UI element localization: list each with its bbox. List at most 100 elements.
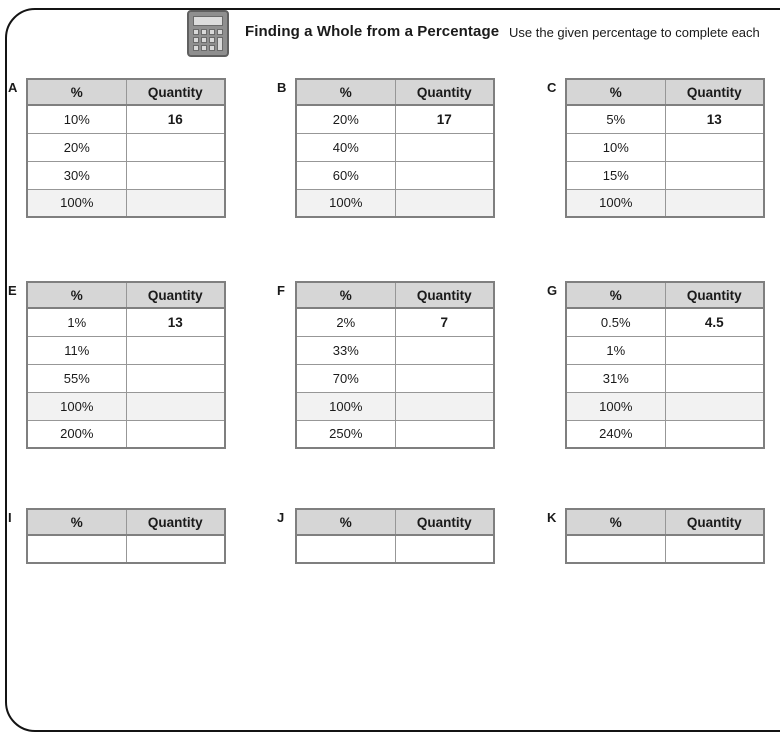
col-header-quantity: Quantity	[394, 508, 495, 536]
percent-cell: 20%	[295, 104, 396, 134]
table-row: 15%	[565, 160, 765, 190]
col-header-percent: %	[295, 281, 396, 309]
table-label: A	[8, 80, 18, 95]
percent-cell: 5%	[565, 104, 666, 134]
percentage-table: % Quantity 2% 7 33% 70% 100% 250%	[295, 281, 495, 449]
percentage-table: % Quantity	[295, 508, 495, 564]
table-row: 11%	[26, 335, 226, 365]
calculator-key	[201, 29, 207, 35]
percent-cell: 100%	[565, 188, 666, 218]
percentage-table: % Quantity 1% 13 11% 55% 100% 200%	[26, 281, 226, 449]
quantity-cell: 17	[394, 104, 495, 134]
calculator-key	[201, 37, 207, 43]
quantity-cell	[125, 363, 226, 393]
percent-cell: 1%	[565, 335, 666, 365]
calculator-key	[209, 37, 215, 43]
table-label: I	[8, 510, 12, 525]
percent-cell: 100%	[26, 188, 127, 218]
percent-cell: 40%	[295, 132, 396, 162]
col-header-quantity: Quantity	[394, 78, 495, 106]
percentage-table: % Quantity	[26, 508, 226, 564]
table-row: 5% 13	[565, 104, 765, 134]
table-row: 1%	[565, 335, 765, 365]
quantity-cell	[664, 160, 765, 190]
quantity-cell	[394, 335, 495, 365]
table-row	[295, 534, 495, 564]
quantity-cell	[394, 160, 495, 190]
calculator-key	[193, 29, 199, 35]
table-block-c: C % Quantity 5% 13 10% 15% 100%	[547, 78, 765, 218]
quantity-cell	[664, 188, 765, 218]
table-row: 70%	[295, 363, 495, 393]
quantity-cell: 13	[664, 104, 765, 134]
table-label: C	[547, 80, 557, 95]
table-row	[26, 534, 226, 564]
table-label: K	[547, 510, 557, 525]
quantity-cell	[394, 363, 495, 393]
percent-cell: 70%	[295, 363, 396, 393]
quantity-cell	[394, 419, 495, 449]
percent-cell: 2%	[295, 307, 396, 337]
percent-cell: 55%	[26, 363, 127, 393]
col-header-quantity: Quantity	[125, 508, 226, 536]
percent-cell: 10%	[565, 132, 666, 162]
table-row: 30%	[26, 160, 226, 190]
quantity-cell	[394, 132, 495, 162]
quantity-cell	[125, 188, 226, 218]
col-header-quantity: Quantity	[394, 281, 495, 309]
quantity-cell	[664, 534, 765, 564]
table-row: 100%	[26, 188, 226, 218]
table-row: 250%	[295, 419, 495, 449]
calculator-key	[217, 37, 223, 51]
col-header-percent: %	[26, 281, 127, 309]
quantity-cell	[394, 534, 495, 564]
percent-cell: 15%	[565, 160, 666, 190]
col-header-quantity: Quantity	[125, 281, 226, 309]
percent-cell	[295, 534, 396, 564]
percent-cell: 200%	[26, 419, 127, 449]
table-row: 55%	[26, 363, 226, 393]
col-header-percent: %	[295, 508, 396, 536]
quantity-cell	[664, 335, 765, 365]
col-header-percent: %	[565, 78, 666, 106]
table-block-e: E % Quantity 1% 13 11% 55% 100% 200%	[8, 281, 226, 449]
table-row	[565, 534, 765, 564]
quantity-cell	[394, 391, 495, 421]
col-header-percent: %	[26, 508, 127, 536]
percent-cell	[26, 534, 127, 564]
percent-cell	[565, 534, 666, 564]
calculator-key	[217, 29, 223, 35]
calculator-key	[201, 45, 207, 51]
percent-cell: 1%	[26, 307, 127, 337]
table-row: 40%	[295, 132, 495, 162]
quantity-cell	[664, 363, 765, 393]
calculator-screen	[193, 16, 223, 26]
table-label: J	[277, 510, 285, 525]
quantity-cell	[125, 132, 226, 162]
quantity-cell	[664, 419, 765, 449]
col-header-percent: %	[565, 508, 666, 536]
calculator-key	[193, 45, 199, 51]
table-block-a: A % Quantity 10% 16 20% 30% 100%	[8, 78, 226, 218]
quantity-cell	[125, 419, 226, 449]
quantity-cell: 16	[125, 104, 226, 134]
percentage-table: % Quantity	[565, 508, 765, 564]
percentage-table: % Quantity 5% 13 10% 15% 100%	[565, 78, 765, 218]
calculator-key	[193, 37, 199, 43]
table-row: 2% 7	[295, 307, 495, 337]
percentage-table: % Quantity 0.5% 4.5 1% 31% 100% 240%	[565, 281, 765, 449]
calculator-key	[209, 45, 215, 51]
percentage-table: % Quantity 10% 16 20% 30% 100%	[26, 78, 226, 218]
table-block-b: B % Quantity 20% 17 40% 60% 100%	[277, 78, 495, 218]
percent-cell: 31%	[565, 363, 666, 393]
table-row: 100%	[295, 391, 495, 421]
percent-cell: 250%	[295, 419, 396, 449]
table-label: B	[277, 80, 287, 95]
calculator-keys	[193, 29, 223, 51]
quantity-cell	[664, 391, 765, 421]
quantity-cell	[125, 335, 226, 365]
percent-cell: 100%	[295, 188, 396, 218]
col-header-quantity: Quantity	[664, 508, 765, 536]
quantity-cell: 13	[125, 307, 226, 337]
table-row: 1% 13	[26, 307, 226, 337]
